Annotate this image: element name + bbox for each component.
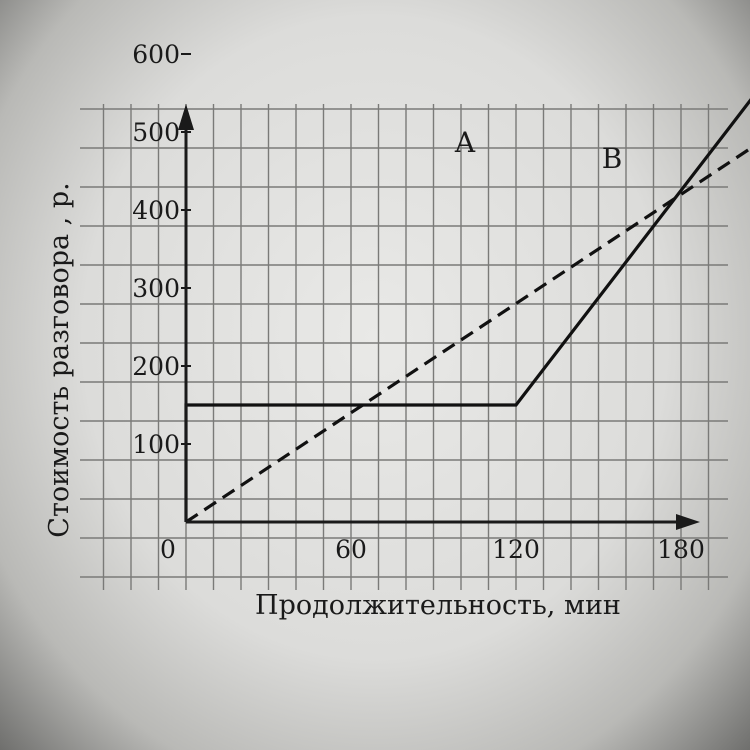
y-tick-label: 600 — [132, 40, 180, 69]
x-axis-title: Продолжительность, мин — [255, 590, 621, 621]
y-tick-label: 300 — [132, 274, 180, 303]
grid — [80, 104, 728, 590]
series-line-b — [185, 146, 750, 524]
labels: 0 Продолжительность, мин Стоимость разго… — [44, 40, 705, 621]
series-label-a: A — [454, 126, 476, 159]
origin-label: 0 — [160, 535, 176, 564]
x-tick-label: 120 — [492, 535, 540, 564]
series-label-b: B — [602, 142, 623, 175]
x-tick-label: 60 — [335, 535, 367, 564]
axes — [178, 104, 700, 530]
y-tick-label: 100 — [132, 430, 180, 459]
y-tick-label: 200 — [132, 352, 180, 381]
y-axis-arrow — [178, 104, 194, 130]
y-axis-title: Стоимость разговора , р. — [44, 182, 75, 537]
x-tick-label: 180 — [657, 535, 705, 564]
x-axis-arrow — [676, 514, 700, 530]
y-tick-label: 400 — [132, 196, 180, 225]
series-line-a — [184, 98, 750, 522]
y-tick-label: 500 — [132, 118, 180, 147]
